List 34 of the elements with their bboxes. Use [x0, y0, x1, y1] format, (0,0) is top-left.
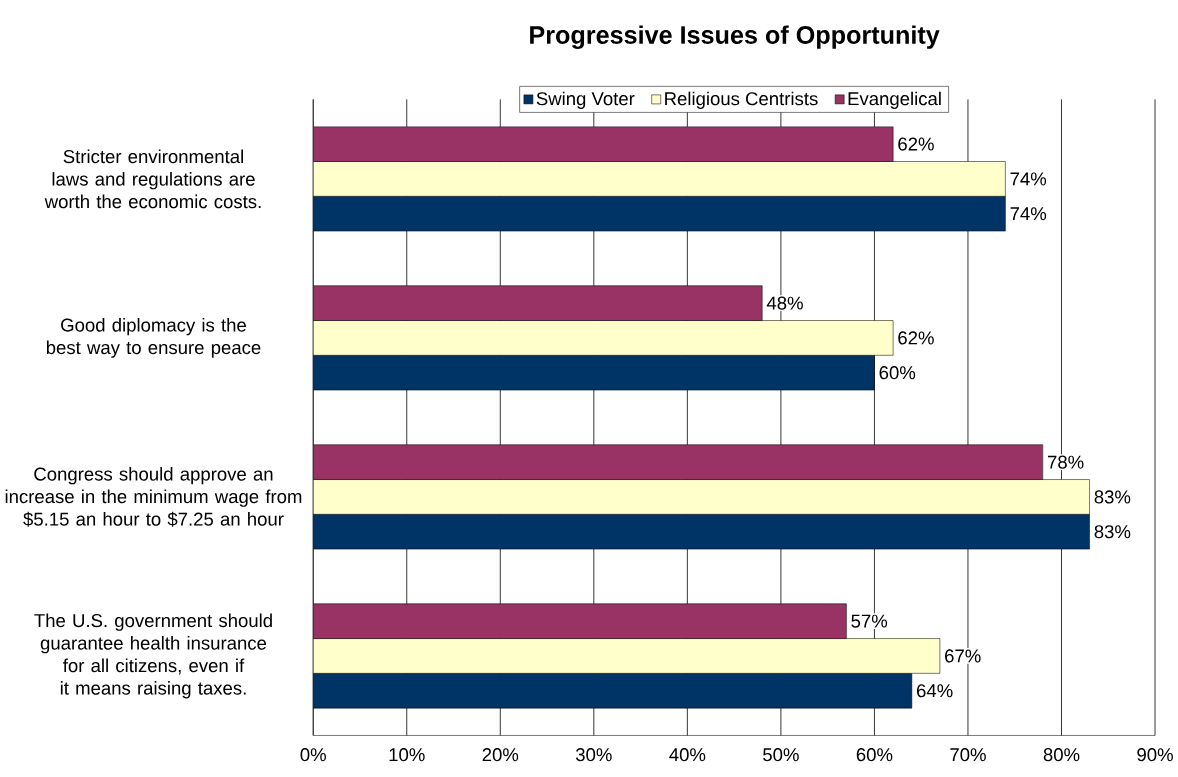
x-tick-label: 20% [482, 747, 519, 762]
x-tick-label: 0% [300, 747, 326, 762]
data-label: 74% [1010, 207, 1047, 221]
data-label: 57% [851, 614, 888, 628]
legend-label: Evangelical [848, 91, 941, 109]
chart-title: Progressive Issues of Opportunity [530, 25, 940, 49]
bar [313, 126, 894, 162]
data-label: 67% [945, 649, 981, 663]
y-tick-label: Good diplomacy is the best way to ensure peace [46, 317, 261, 358]
data-label: 64% [917, 684, 953, 698]
x-tick-label: 60% [856, 747, 893, 762]
bar [313, 285, 763, 321]
x-tick-label: 40% [669, 747, 706, 762]
data-label: 48% [766, 296, 803, 310]
bar [313, 444, 1044, 480]
data-label: 62% [898, 137, 934, 151]
legend-label: Swing Voter [536, 91, 635, 109]
data-label: 83% [1094, 490, 1131, 504]
x-tick-label: 80% [1043, 747, 1080, 762]
x-tick-label: 50% [763, 747, 799, 762]
bar [313, 603, 847, 639]
x-tick-label: 70% [950, 747, 986, 762]
data-label: 60% [879, 366, 916, 380]
x-tick-label: 10% [389, 747, 425, 762]
y-tick-label: Stricter environmental laws and regulations are worth the economic costs. [44, 149, 261, 209]
data-label: 74% [1010, 172, 1047, 186]
y-tick-label: Congress should approve an increase in the minimum wage from $5.15 an hour to $7.25 an hour [5, 466, 302, 527]
legend-label: Religious Centrists [665, 91, 818, 109]
data-label: 62% [898, 331, 934, 345]
data-label: 78% [1047, 455, 1084, 469]
x-tick-label: 30% [575, 747, 612, 762]
data-label: 83% [1094, 525, 1131, 539]
y-tick-label: The U.S. government should guarantee health insurance for all citizens, even if it means raising taxes. [34, 613, 272, 699]
x-tick-label: 90% [1137, 747, 1173, 762]
